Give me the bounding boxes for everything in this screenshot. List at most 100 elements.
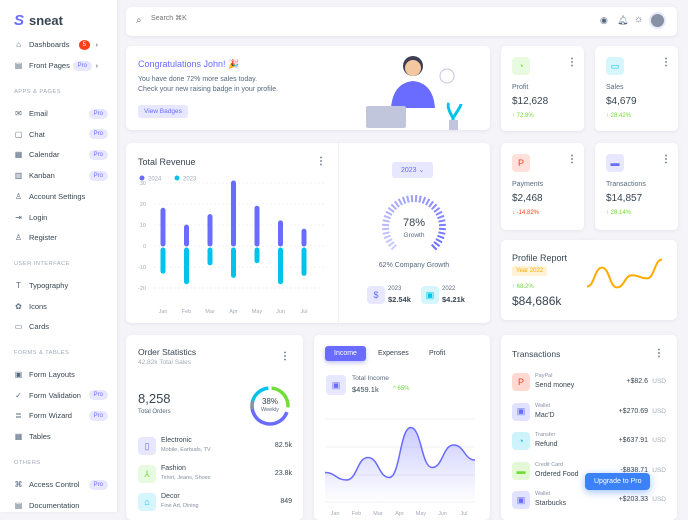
income-label: Total Income <box>352 375 389 382</box>
sidebar-item-label: Chat <box>29 130 45 139</box>
sidebar-item-form-layouts[interactable]: ▣Form Layouts <box>14 370 110 379</box>
sidebar-item-cards[interactable]: ▭Cards <box>14 322 110 331</box>
summary-value: $2.54k <box>388 295 411 304</box>
profile-value: $84,686k <box>512 294 561 308</box>
x-tick-label: Jun <box>276 309 285 315</box>
stat-label: Profit <box>512 84 528 91</box>
currency: USD <box>652 378 666 385</box>
gauge-tick <box>436 212 442 215</box>
house-icon: ⌂ <box>138 493 156 511</box>
chevron-right-icon: › <box>96 40 99 49</box>
category-name: Decor <box>161 493 180 500</box>
view-badges-button[interactable]: View Badges <box>138 105 188 118</box>
weekly-donut-chart <box>248 384 292 428</box>
sidebar-item-register[interactable]: ♙Register <box>14 233 110 242</box>
sidebar-item-label: Cards <box>29 322 49 331</box>
gauge-tick <box>391 245 396 250</box>
more-vertical-icon[interactable]: ⋮ <box>280 352 290 362</box>
sidebar-item-tables[interactable]: ▦Tables <box>14 432 110 441</box>
pro-badge: Pro <box>89 109 108 119</box>
search-input[interactable] <box>151 15 301 22</box>
category-value: 23.8k <box>275 470 292 477</box>
tab-income[interactable]: Income <box>325 346 366 361</box>
stat-value: $14,857 <box>606 193 642 204</box>
transaction-type: Credit Card <box>535 462 563 468</box>
sidebar-item-icons[interactable]: ✿Icons <box>14 302 110 311</box>
avatar[interactable] <box>649 12 666 29</box>
y-tick-label: 0 <box>143 244 146 250</box>
gauge-tick <box>437 216 444 218</box>
sidebar-item-login[interactable]: ⇥Login <box>14 213 110 222</box>
gauge-tick <box>423 197 425 204</box>
typography-icon: T <box>14 281 23 290</box>
theme-sun-icon[interactable]: ☼ <box>634 14 643 25</box>
paypal-icon: P <box>512 373 530 391</box>
congrats-title: Congratulations John! 🎉 <box>138 59 239 70</box>
more-vertical-icon[interactable]: ⋮ <box>661 155 671 165</box>
year-select[interactable]: 2023 ⌄ <box>392 162 433 178</box>
x-tick-label: May <box>252 309 263 315</box>
upgrade-to-pro-button[interactable]: Upgrade to Pro <box>585 473 650 490</box>
sidebar-item-label: Calendar <box>29 150 59 159</box>
category-value: 82.5k <box>275 442 292 449</box>
gauge-tick <box>437 236 444 238</box>
summary-year: 2022 <box>442 286 455 292</box>
congrats-card: Congratulations John! 🎉 You have done 72… <box>126 46 490 130</box>
credit-card-icon: ▬ <box>512 462 530 480</box>
card-title: Order Statistics <box>138 347 196 357</box>
kanban-icon: ▥ <box>14 171 23 180</box>
layout-icon: ▣ <box>14 370 23 379</box>
github-icon[interactable]: ◉ <box>600 15 608 26</box>
more-vertical-icon[interactable]: ⋮ <box>567 58 577 68</box>
currency: USD <box>652 467 666 474</box>
chat-icon: ▢ <box>14 130 23 139</box>
category-desc: Tshirt, Jeans, Shoes <box>161 475 211 481</box>
home-icon: ⌂ <box>14 40 23 49</box>
sales-wallet-icon: ▭ <box>606 57 624 75</box>
stat-change: ↑ 28.14% <box>606 210 631 216</box>
more-vertical-icon[interactable]: ⋮ <box>661 58 671 68</box>
pro-badge: Pro <box>89 390 108 400</box>
sidebar-item-documentation[interactable]: ▤Documentation <box>14 501 110 510</box>
gauge-tick <box>436 239 442 242</box>
y-tick-label: 30 <box>140 181 146 187</box>
more-vertical-icon[interactable]: ⋮ <box>316 157 326 167</box>
mail-icon: ✉ <box>14 109 23 118</box>
category-name: Electronic <box>161 437 192 444</box>
transaction-amount: +$82.6 <box>626 378 648 385</box>
more-vertical-icon[interactable]: ⋮ <box>567 155 577 165</box>
congrats-text: You have done 72% more sales today. <box>138 76 257 83</box>
x-tick-label: Mar <box>205 309 215 315</box>
pro-badge: Pro <box>89 480 108 490</box>
badge: 5 <box>79 40 90 50</box>
more-vertical-icon[interactable]: ⋮ <box>654 349 664 359</box>
crown-icon: ✿ <box>14 302 23 311</box>
profile-report-card: Profile Report Year 2022 ↑ 68.2% $84,686… <box>501 240 677 320</box>
stat-label: Sales <box>606 84 624 91</box>
category-desc: Mobile, Earbuds, TV <box>161 447 211 453</box>
sidebar-item-account-settings[interactable]: ♙Account Settings <box>14 192 110 201</box>
gauge-tick <box>383 220 390 221</box>
tab-profit[interactable]: Profit <box>420 346 454 361</box>
x-tick-label: Jan <box>159 309 168 315</box>
gauge-tick <box>386 239 392 242</box>
tab-expenses[interactable]: Expenses <box>369 346 418 361</box>
stat-card-payments: P⋮Payments$2,468↓ -14.82% <box>501 143 584 230</box>
calendar-icon: ▦ <box>14 150 23 159</box>
section-title: APPS & PAGES <box>14 89 61 95</box>
bell-icon[interactable]: 🔔︎ <box>617 15 628 26</box>
card-title: Transactions <box>512 349 560 359</box>
